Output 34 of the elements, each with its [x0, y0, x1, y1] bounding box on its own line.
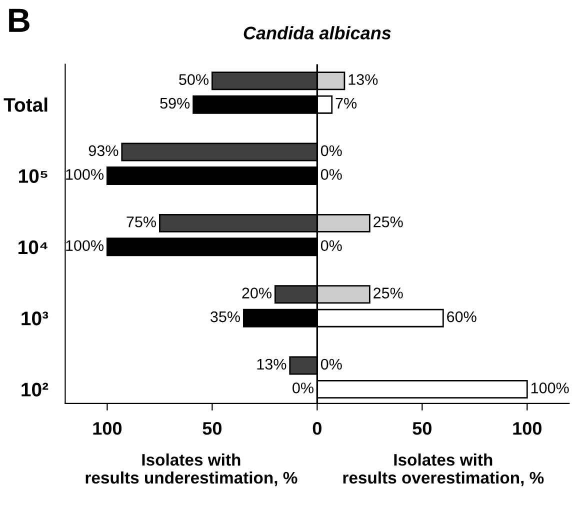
data-label: 0% [320, 240, 342, 252]
data-label: 0% [292, 382, 314, 394]
data-label: 50% [179, 74, 208, 85]
data-label: 100% [66, 240, 104, 252]
y-tick-label: 10⁴ [18, 240, 48, 254]
data-label: 59% [160, 98, 190, 109]
x-tick-label: 0 [312, 422, 322, 435]
text: B [9, 8, 30, 32]
data-label: 60% [447, 311, 476, 322]
data-label: 13% [348, 74, 378, 85]
data-label: 35% [210, 311, 240, 322]
y-tick-label: 10⁵ [19, 169, 48, 183]
data-label: 100% [66, 169, 104, 180]
chart-title: Candida albicans [244, 26, 391, 40]
data-label: 25% [374, 288, 403, 298]
data-label: 100% [531, 382, 569, 394]
y-tick-label: 10² [22, 382, 48, 396]
x-tick-label: 50 [202, 422, 222, 435]
text: Isolates with results overestimation, % [343, 453, 544, 486]
y-tick-label: Total [4, 98, 48, 112]
data-label: 0% [320, 358, 342, 370]
data-label: 93% [88, 145, 118, 156]
data-label: 75% [126, 216, 156, 228]
x-tick-label: 100 [513, 422, 542, 435]
text: Isolates with results underestimation, % [86, 453, 298, 486]
data-label: 25% [374, 216, 403, 228]
data-label: 0% [320, 145, 342, 156]
y-tick-label: 10³ [22, 312, 48, 326]
data-label: 7% [336, 98, 357, 109]
data-label: 20% [242, 288, 272, 298]
data-label: 13% [257, 358, 286, 370]
data-label: 0% [320, 169, 342, 180]
x-tick-label: 100 [93, 422, 122, 435]
x-tick-label: 50 [412, 422, 432, 435]
